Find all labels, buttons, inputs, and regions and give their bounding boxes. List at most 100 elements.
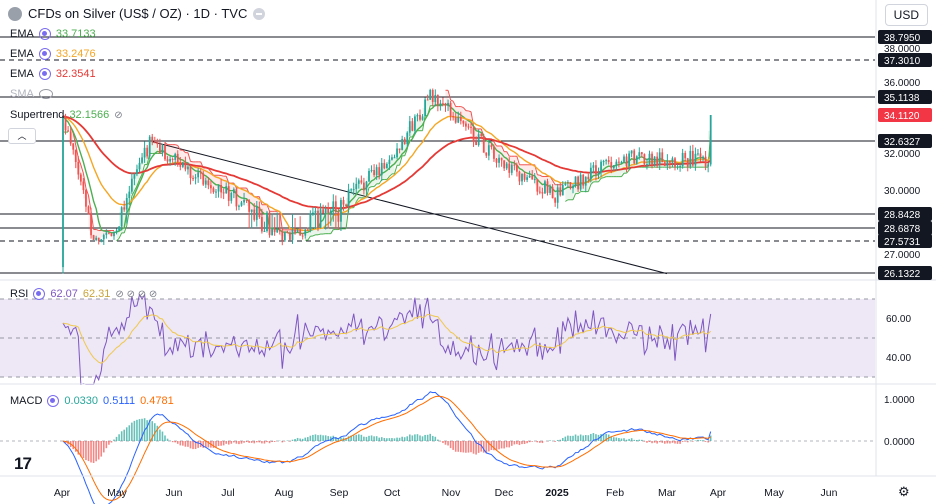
macd-histogram-bar	[518, 441, 521, 446]
macd-histogram-bar	[258, 441, 261, 443]
candle-body	[419, 114, 421, 120]
supertrend-fill	[180, 150, 183, 165]
tradingview-logo-icon[interactable]: 17	[14, 454, 32, 473]
macd-histogram-bar	[600, 434, 602, 441]
macd-histogram-bar	[355, 434, 358, 441]
macd-histogram-bar	[388, 438, 391, 441]
supertrend-fill	[601, 161, 604, 178]
supertrend-fill	[289, 229, 293, 235]
legend-ema-1[interactable]: EMA 33.7133	[10, 28, 96, 40]
candle-body	[439, 103, 442, 106]
macd-histogram-bar	[641, 439, 643, 441]
macd-histogram-bar	[676, 441, 679, 444]
supertrend-fill	[170, 144, 173, 160]
candle-body	[531, 176, 534, 180]
macd-histogram-bar	[590, 433, 592, 441]
supertrend-fill	[493, 145, 497, 161]
macd-histogram-bar	[521, 441, 523, 445]
supertrend-fill	[356, 182, 359, 198]
supertrend-fill	[532, 164, 535, 180]
candle-body	[268, 212, 271, 236]
ema-1-label: EMA	[10, 28, 34, 40]
collapse-legend-button[interactable]: ︿	[8, 128, 36, 144]
level-price-label: 35.1138	[884, 93, 920, 104]
macd-histogram-bar	[268, 441, 271, 444]
candle-body	[375, 167, 378, 176]
legend-rsi[interactable]: RSI 62.07 62.31 ⊘ ⊘ ⊘ ⊘	[10, 288, 157, 300]
supertrend-line	[462, 107, 467, 111]
macd-histogram-bar	[256, 441, 258, 443]
supertrend-line	[118, 232, 123, 239]
candle-body	[482, 135, 485, 153]
candle-body	[391, 157, 393, 160]
legend-supertrend[interactable]: Supertrend 32.1566 ⊘	[10, 109, 123, 121]
macd-histogram-bar	[495, 441, 498, 451]
supertrend-fill	[284, 229, 288, 233]
rsi-ma-value: 62.31	[82, 288, 111, 300]
hidden-eye-icon[interactable]	[38, 89, 53, 99]
supertrend-fill	[529, 164, 533, 178]
macd-histogram-bar	[324, 435, 327, 441]
supertrend-fill	[261, 204, 265, 232]
candle-body	[62, 116, 64, 268]
supertrend-fill	[175, 145, 178, 159]
legend-sma[interactable]: SMA	[10, 88, 53, 100]
candle-body	[169, 158, 171, 162]
macd-histogram-bar	[123, 429, 125, 441]
collapse-minus-icon[interactable]	[253, 7, 266, 20]
macd-histogram-bar	[444, 441, 447, 445]
candle-body	[291, 230, 294, 240]
candle-body	[704, 156, 707, 167]
settings-gear-icon[interactable]: ⚙	[898, 484, 910, 499]
macd-tick-label: 0.0000	[884, 437, 915, 448]
macd-histogram-bar	[248, 441, 250, 443]
candle-body	[156, 142, 159, 145]
supertrend-fill	[369, 170, 372, 187]
supertrend-fill	[575, 182, 579, 194]
candle-body	[340, 200, 342, 222]
currency-select[interactable]: USD	[884, 4, 928, 26]
macd-histogram-bar	[536, 441, 539, 443]
candle-body	[480, 134, 483, 136]
supertrend-fill	[476, 128, 479, 140]
candle-body	[159, 144, 161, 154]
macd-histogram-bar	[202, 441, 205, 448]
candle-body	[271, 228, 273, 236]
source-cycle-icon	[38, 68, 51, 80]
candle-body	[273, 228, 276, 233]
supertrend-fill	[473, 128, 477, 144]
candle-body	[64, 116, 67, 131]
supertrend-fill	[537, 175, 540, 192]
candle-body	[118, 226, 120, 231]
symbol-title[interactable]: CFDs on Silver (US$ / OZ) · 1D · TVC	[28, 6, 248, 21]
macd-histogram-bar	[697, 439, 699, 441]
supertrend-fill	[254, 196, 257, 212]
macd-histogram-bar	[347, 436, 350, 441]
candle-body	[640, 152, 643, 155]
supertrend-fill	[491, 141, 494, 154]
supertrend-fill	[177, 150, 181, 165]
macd-histogram-bar	[299, 438, 301, 441]
macd-histogram-bar	[133, 420, 136, 441]
supertrend-fill	[83, 188, 86, 199]
level-price-tag	[878, 221, 932, 235]
supertrend-fill	[570, 187, 573, 200]
legend-ema-3[interactable]: EMA 32.3541	[10, 68, 96, 80]
candle-body	[250, 209, 253, 212]
legend-ema-2[interactable]: EMA 33.2476	[10, 48, 96, 60]
macd-histogram-bar	[307, 437, 309, 441]
macd-histogram-bar	[653, 441, 656, 443]
macd-histogram-bar	[396, 437, 398, 441]
candle-body	[378, 167, 381, 176]
supertrend-fill	[297, 229, 301, 233]
macd-histogram-bar	[442, 441, 444, 444]
macd-histogram-bar	[82, 441, 85, 459]
supertrend-line	[368, 186, 372, 189]
macd-histogram-bar	[317, 435, 319, 441]
supertrend-fill	[259, 204, 262, 230]
macd-histogram-bar	[531, 441, 533, 442]
legend-macd[interactable]: MACD 0.0330 0.5111 0.4781	[10, 395, 174, 407]
macd-histogram-bar	[610, 436, 613, 441]
candle-body	[164, 145, 166, 160]
